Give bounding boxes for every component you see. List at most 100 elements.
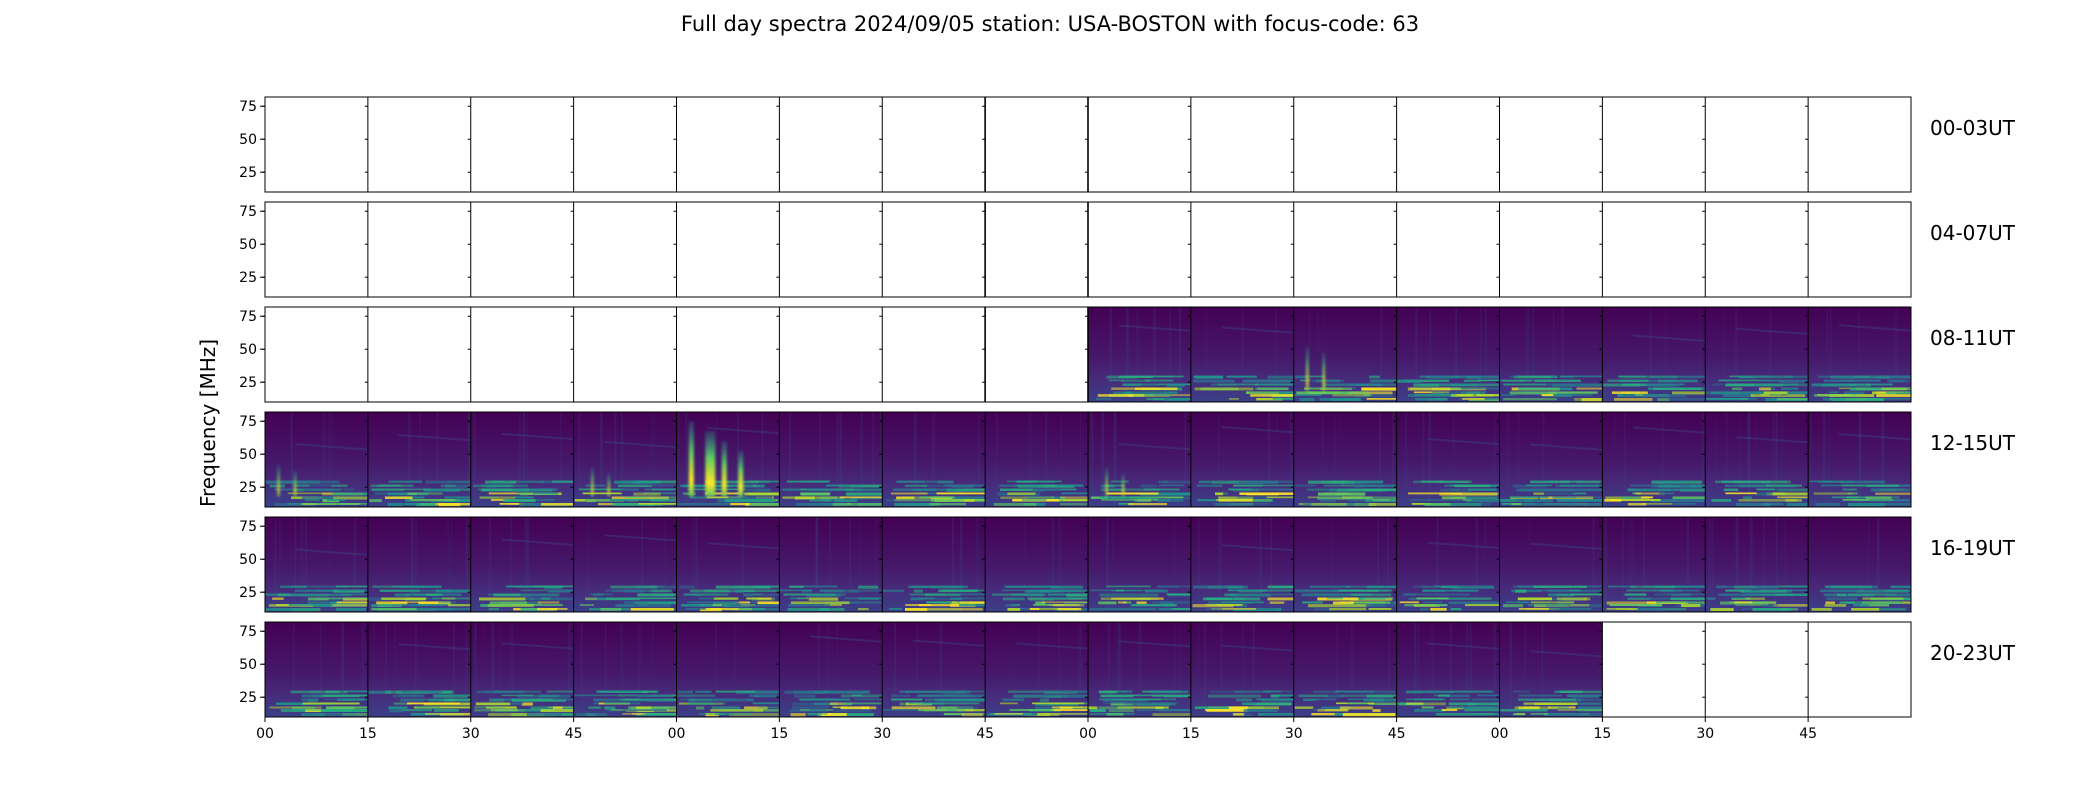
spectrum-panel (1290, 307, 1397, 402)
spectrum-panel (467, 622, 575, 717)
spectrum-panel (1702, 517, 1809, 612)
y-tick-label: 75 (239, 414, 257, 430)
x-tick-label: 45 (1799, 726, 1817, 742)
spectrum-panel (262, 202, 368, 297)
spectrum-panel (1085, 412, 1191, 507)
y-tick-label: 50 (239, 657, 257, 673)
spectrum-panel (467, 307, 574, 402)
spectrum-panel (1393, 622, 1500, 717)
spectrum-panel (467, 202, 574, 297)
y-tick-label: 50 (239, 342, 257, 358)
spectrum-panel (982, 307, 1088, 402)
spectrum-panel (673, 97, 780, 192)
spectrum-panel (1393, 202, 1500, 297)
spectrum-panel (364, 622, 471, 717)
spectrum-panel (879, 307, 986, 402)
spectrum-panel (1290, 202, 1397, 297)
spectrum-panel (262, 622, 368, 717)
x-tick-label: 30 (1285, 726, 1303, 742)
spectrum-panel (673, 517, 780, 612)
radio-burst (1105, 467, 1125, 497)
y-tick-label: 50 (239, 132, 257, 148)
spectrum-panel (570, 202, 677, 297)
spectrum-panel (364, 307, 471, 402)
spectrum-panel (1393, 412, 1500, 507)
spectrum-panel (982, 202, 1088, 297)
x-tick-label: 45 (1388, 726, 1406, 742)
spectrum-panel (1496, 97, 1603, 192)
spectrum-panel (1496, 412, 1603, 507)
spectra-row: 25 50 75 00-03UT (239, 96, 2016, 193)
radio-burst (688, 421, 744, 497)
spectrum-panel (1085, 517, 1191, 612)
y-tick-label: 75 (239, 309, 257, 325)
row-label: 16-19UT (1930, 536, 2016, 560)
spectrum-panel (364, 412, 471, 507)
spectrum-panel (1805, 517, 1911, 612)
spectrum-panel (1599, 412, 1706, 507)
chart-title: Full day spectra 2024/09/05 station: USA… (680, 12, 1420, 36)
spectra-row: 25 50 75 20-23UT (239, 621, 2016, 718)
spectrum-panel (364, 202, 471, 297)
spectrum-panel (262, 307, 368, 402)
spectra-row: 25 50 75 08-11UT (239, 306, 2016, 403)
spectrum-panel (1187, 622, 1294, 717)
spectrum-panel (1496, 622, 1603, 717)
spectrum-panel (1187, 412, 1294, 507)
spectrum-panel (776, 307, 883, 402)
radio-burst (591, 467, 611, 497)
spectrum-panel (776, 412, 883, 507)
spectrum-panel (1187, 517, 1294, 612)
spectrum-panel (1290, 97, 1397, 192)
spectrum-panel (364, 517, 471, 612)
spectrum-panel (776, 202, 883, 297)
x-tick-label: 30 (1696, 726, 1714, 742)
spectrum-panel (1805, 412, 1912, 507)
spectrum-panel (570, 97, 677, 192)
y-tick-label: 25 (239, 375, 257, 391)
spectrum-panel (570, 517, 677, 612)
spectrum-panel (1599, 307, 1706, 402)
spectrum-panel (1085, 202, 1191, 297)
spectrum-panel (467, 412, 574, 507)
y-tick-label: 25 (239, 480, 257, 496)
x-tick-label: 30 (873, 726, 891, 742)
spectrum-panel (879, 202, 986, 297)
spectrum-panel (1187, 97, 1294, 192)
row-label: 08-11UT (1930, 326, 2016, 350)
spectrum-panel (1496, 202, 1603, 297)
radio-burst (277, 464, 297, 497)
spectrum-panel (1393, 517, 1500, 612)
x-tick-label: 00 (1079, 726, 1097, 742)
spectra-row: 25 50 75 12-15UT (239, 411, 2016, 508)
y-tick-label: 75 (239, 624, 257, 640)
spectrum-panel (1805, 97, 1911, 192)
spectrum-panel (467, 517, 574, 612)
spectrum-panel (776, 517, 883, 612)
y-tick-label: 25 (239, 690, 257, 706)
spectrum-panel (262, 517, 368, 612)
spectrum-panel (570, 622, 678, 717)
spectrum-panel (467, 97, 574, 192)
spectrum-panel (1085, 622, 1191, 717)
row-label: 04-07UT (1930, 221, 2016, 245)
spectrum-panel (364, 97, 471, 192)
spectra-row: 25 50 75 16-19UT (239, 516, 2016, 613)
spectrum-panel (982, 517, 1088, 612)
spectrum-panel (1599, 622, 1706, 717)
spectrum-panel (1702, 622, 1809, 717)
spectrum-panel (1702, 97, 1809, 192)
spectrum-panel (879, 517, 986, 612)
spectrum-panel (879, 622, 986, 717)
spectrum-panel (1496, 307, 1603, 402)
x-tick-label: 00 (256, 726, 274, 742)
x-tick-label: 15 (1182, 726, 1200, 742)
spectrum-panel (982, 412, 1088, 507)
y-tick-label: 75 (239, 204, 257, 220)
x-tick-label: 00 (1491, 726, 1509, 742)
spectrum-panel (1187, 307, 1294, 402)
spectrum-panel (673, 622, 781, 717)
x-tick-label: 45 (565, 726, 583, 742)
y-tick-label: 50 (239, 447, 257, 463)
